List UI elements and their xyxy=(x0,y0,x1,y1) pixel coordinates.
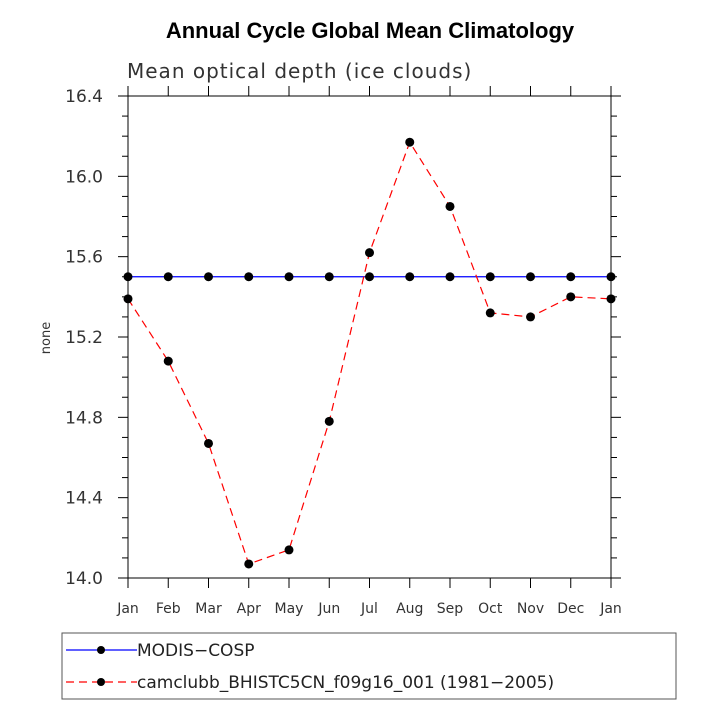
data-point-model xyxy=(445,201,455,211)
y-tick-label: 16.4 xyxy=(65,87,103,107)
x-tick-label: Dec xyxy=(557,601,584,617)
data-point-model xyxy=(284,545,294,555)
data-point-modis xyxy=(445,272,455,282)
data-point-modis xyxy=(163,272,173,282)
series-line-model xyxy=(127,140,612,565)
data-point-model xyxy=(405,137,415,147)
x-tick-label: Oct xyxy=(478,601,503,617)
data-point-model xyxy=(566,292,576,302)
x-tick-label: Aug xyxy=(396,601,423,617)
x-tick-label: Jan xyxy=(116,601,139,617)
legend-marker-model xyxy=(97,678,105,686)
y-tick-label: 14.0 xyxy=(65,569,103,589)
x-tick-label: Jun xyxy=(317,601,340,617)
legend: MODIS−COSP camclubb_BHISTC5CN_f09g16_001… xyxy=(61,632,677,700)
x-tick-label: Mar xyxy=(195,601,222,617)
data-point-model xyxy=(485,308,495,318)
data-point-model xyxy=(324,416,334,426)
data-point-model xyxy=(163,356,173,366)
data-point-model xyxy=(204,438,213,448)
data-point-model xyxy=(244,559,254,569)
x-tick-label: May xyxy=(275,601,304,617)
legend-label-model: camclubb_BHISTC5CN_f09g16_001 (1981−2005… xyxy=(137,673,554,693)
y-tick-label: 14.4 xyxy=(65,489,103,509)
chart-subtitle: Mean optical depth (ice clouds) xyxy=(127,59,472,83)
data-point-modis xyxy=(244,272,254,282)
x-tick-label: Feb xyxy=(156,601,181,617)
y-tick-label: 16.0 xyxy=(65,167,103,187)
legend-label-modis: MODIS−COSP xyxy=(137,641,254,661)
x-tick-label: Jan xyxy=(599,601,622,617)
plot-area: 14.0 14.4 14.8 15.2 15.6 16.0 16.4 Jan Feb Mar Apr… xyxy=(65,86,622,617)
chart-title: Annual Cycle Global Mean Climatology xyxy=(166,18,575,43)
y-tick-label: 14.8 xyxy=(65,408,103,428)
plot-frame xyxy=(127,95,612,579)
data-point-modis xyxy=(204,272,213,282)
data-point-model xyxy=(365,248,374,258)
data-point-modis xyxy=(324,272,334,282)
x-tick-label: Jul xyxy=(360,601,378,617)
data-point-modis xyxy=(284,272,294,282)
data-point-modis xyxy=(365,272,374,282)
x-tick-label: Apr xyxy=(237,601,261,617)
legend-box xyxy=(61,632,677,700)
x-tick-label: Sep xyxy=(437,601,464,617)
y-tick-label: 15.2 xyxy=(65,328,103,348)
data-point-modis xyxy=(566,272,576,282)
data-point-modis xyxy=(526,272,535,282)
y-axis-label: none xyxy=(39,322,54,354)
y-tick-label: 15.6 xyxy=(65,248,103,268)
legend-marker-modis xyxy=(97,646,105,654)
data-point-modis xyxy=(485,272,495,282)
data-point-modis xyxy=(405,272,415,282)
data-point-model xyxy=(526,312,535,322)
x-tick-label: Nov xyxy=(517,601,544,617)
